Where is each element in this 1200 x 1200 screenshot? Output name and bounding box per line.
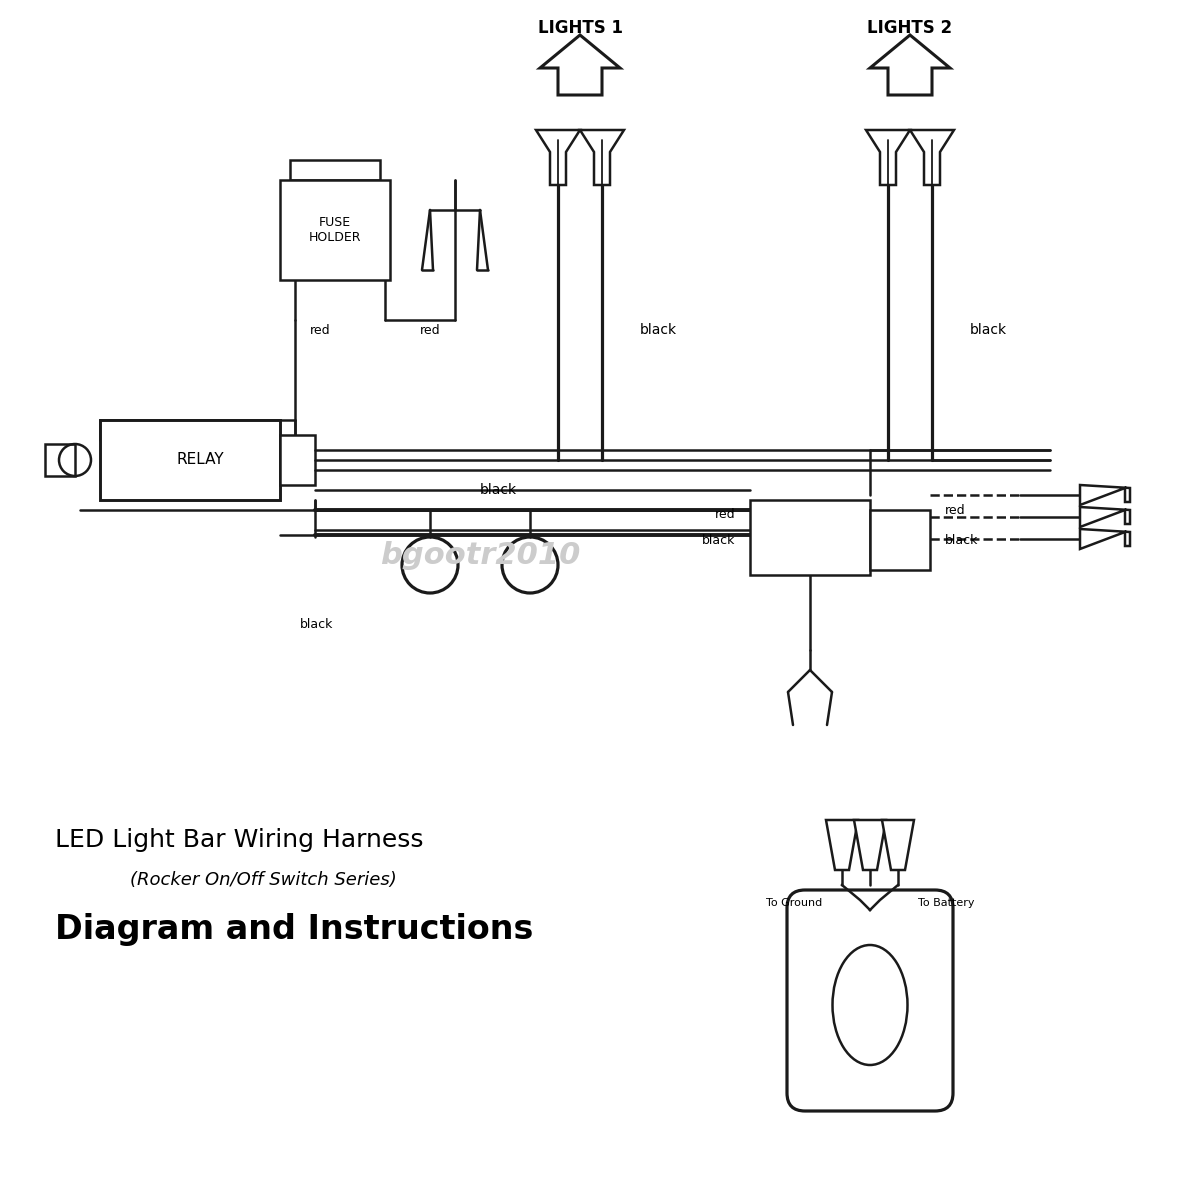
Text: black: black — [702, 534, 734, 546]
Bar — [290, 160, 380, 180]
Polygon shape — [1080, 485, 1130, 505]
Polygon shape — [1080, 506, 1130, 527]
Text: bgootr2010: bgootr2010 — [380, 540, 580, 570]
Bar — [280, 180, 390, 280]
Text: black: black — [300, 618, 334, 631]
Text: LIGHTS 1: LIGHTS 1 — [538, 19, 623, 37]
Polygon shape — [536, 130, 580, 185]
Text: black: black — [640, 323, 677, 337]
Polygon shape — [854, 820, 886, 870]
Text: red: red — [420, 324, 440, 336]
Text: RELAY: RELAY — [176, 452, 224, 468]
Text: (Rocker On/Off Switch Series): (Rocker On/Off Switch Series) — [130, 871, 397, 889]
Text: To Battery: To Battery — [918, 898, 974, 908]
Text: red: red — [714, 509, 734, 522]
Text: LED Light Bar Wiring Harness: LED Light Bar Wiring Harness — [55, 828, 424, 852]
Bar — [100, 420, 280, 500]
Text: red: red — [310, 324, 331, 336]
Polygon shape — [1080, 529, 1130, 550]
Text: black: black — [970, 323, 1007, 337]
FancyBboxPatch shape — [787, 890, 953, 1111]
Text: red: red — [946, 504, 966, 516]
Polygon shape — [866, 130, 910, 185]
Text: black: black — [480, 482, 517, 497]
Polygon shape — [580, 130, 624, 185]
Text: To Ground: To Ground — [766, 898, 822, 908]
Polygon shape — [826, 820, 858, 870]
Ellipse shape — [833, 946, 907, 1066]
Bar — [750, 500, 870, 575]
Polygon shape — [870, 35, 950, 95]
Text: black: black — [946, 534, 978, 546]
Polygon shape — [882, 820, 914, 870]
Text: LIGHTS 2: LIGHTS 2 — [868, 19, 953, 37]
Bar — [46, 444, 74, 476]
Text: FUSE
HOLDER: FUSE HOLDER — [308, 216, 361, 244]
Bar — [870, 510, 930, 570]
Polygon shape — [910, 130, 954, 185]
Polygon shape — [540, 35, 620, 95]
Bar — [280, 434, 314, 485]
Text: Diagram and Instructions: Diagram and Instructions — [55, 913, 533, 947]
